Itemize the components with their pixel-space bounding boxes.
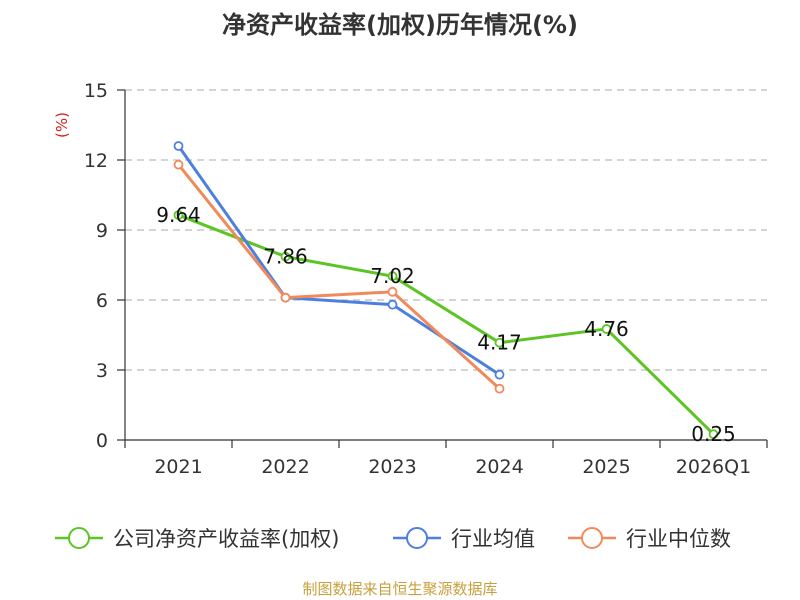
data-point	[494, 383, 505, 394]
x-tick-label: 2024	[475, 456, 523, 478]
legend-item-0: 公司净资产收益率(加权)	[55, 527, 339, 551]
grid-lines	[125, 89, 767, 371]
series-1	[173, 141, 505, 380]
data-point	[173, 159, 184, 170]
series-line	[177, 213, 715, 436]
data-point	[708, 429, 719, 440]
legend-label: 行业中位数	[626, 527, 731, 551]
data-label: 4.17	[477, 331, 522, 355]
data-point	[173, 141, 184, 151]
legend: 公司净资产收益率(加权) 行业均值 行业中位数	[55, 527, 731, 551]
y-tick-label: 9	[96, 220, 108, 242]
legend-item-1: 行业均值	[393, 527, 535, 551]
legend-marker	[68, 527, 90, 549]
y-tick-label: 3	[96, 360, 108, 382]
data-point	[173, 210, 184, 220]
legend-label: 公司净资产收益率(加权)	[113, 527, 339, 551]
x-tick-label: 2025	[582, 456, 630, 478]
data-point	[387, 299, 398, 310]
series-layer	[173, 141, 719, 440]
data-label: 9.64	[156, 203, 201, 227]
series-line	[177, 145, 501, 376]
data-labels: 9.64 7.86 7.02 4.17 4.76 0.25	[156, 203, 736, 446]
legend-label: 行业均值	[451, 527, 535, 551]
y-axis-label: (%)	[53, 112, 71, 138]
axes: 0 3 6 9 12 15 2021 2022 2023 2024 2025 2026Q1	[84, 80, 768, 478]
x-tick-label: 2021	[154, 456, 202, 478]
data-point	[494, 369, 505, 380]
source-note: 制图数据来自恒生聚源数据库	[302, 580, 497, 598]
data-label: 4.76	[584, 317, 629, 341]
series-0	[173, 210, 719, 440]
data-point	[280, 292, 291, 303]
data-point	[601, 324, 612, 334]
y-tick-label: 15	[84, 80, 108, 102]
y-tick-label: 12	[84, 150, 108, 172]
data-label: 7.86	[263, 245, 308, 269]
series-line	[177, 163, 501, 390]
data-point	[280, 251, 291, 262]
chart-title: 净资产收益率(加权)历年情况(%)	[222, 11, 578, 39]
legend-marker	[581, 527, 603, 549]
x-tick-label: 2026Q1	[676, 456, 751, 478]
y-tick-label: 0	[96, 430, 108, 452]
data-point	[387, 271, 398, 282]
data-point	[494, 337, 505, 348]
legend-marker	[406, 527, 428, 549]
x-tick-label: 2022	[261, 456, 309, 478]
y-tick-label: 6	[96, 290, 108, 312]
legend-item-2: 行业中位数	[568, 527, 731, 551]
data-point	[387, 286, 398, 297]
data-label: 7.02	[370, 264, 415, 288]
series-2	[173, 159, 505, 394]
data-label: 0.25	[691, 422, 736, 446]
x-tick-label: 2023	[368, 456, 416, 478]
